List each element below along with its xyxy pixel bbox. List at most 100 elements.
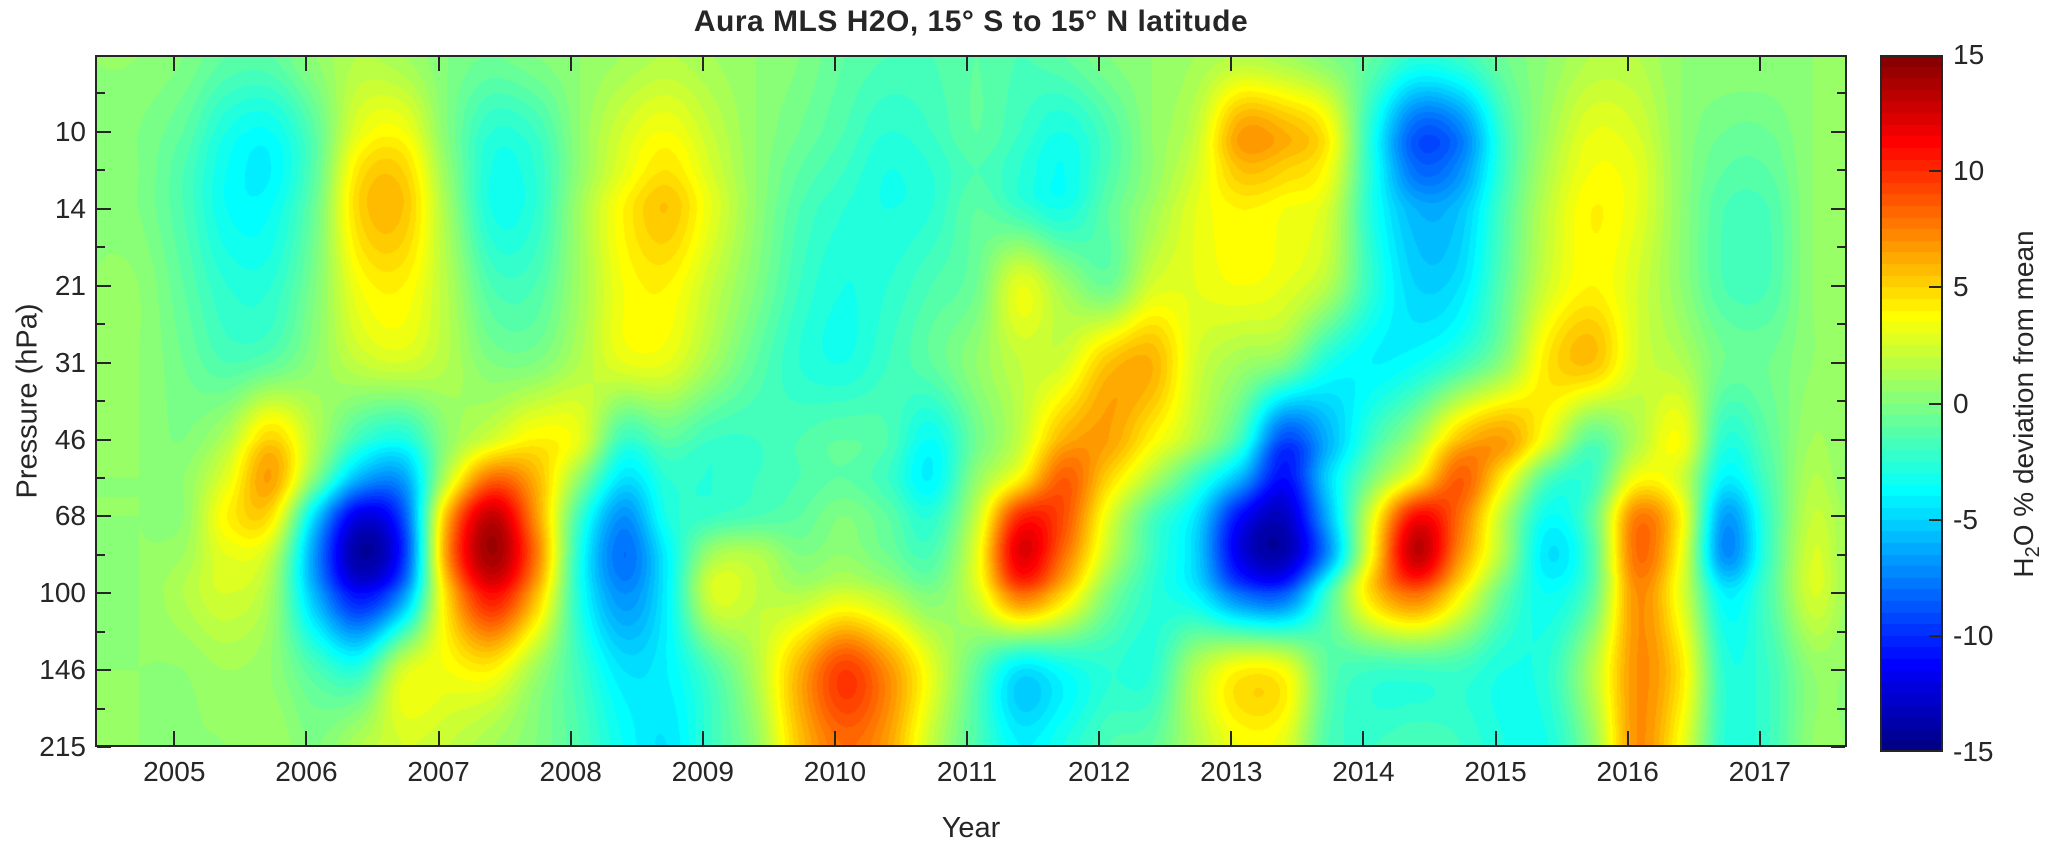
y-tick-label: 10 — [54, 115, 86, 147]
x-tick — [305, 731, 308, 745]
x-tick — [1626, 731, 1629, 745]
x-tick-top — [437, 57, 440, 71]
x-tick — [173, 731, 176, 745]
chart-title: Aura MLS H2O, 15° S to 15° N latitude — [693, 5, 1249, 38]
x-tick-label: 2012 — [1068, 756, 1131, 787]
x-tick-top — [833, 57, 836, 71]
y-minor-tick — [97, 169, 105, 172]
y-minor-tick-right — [1837, 92, 1845, 95]
y-minor-tick-right — [1837, 169, 1845, 172]
y-tick-right — [1831, 515, 1845, 518]
colorbar-label-rest: O % deviation from mean — [2008, 230, 2039, 547]
y-minor-tick — [97, 707, 105, 710]
x-tick-top — [1626, 57, 1629, 71]
y-minor-tick-right — [1837, 707, 1845, 710]
y-tick-right — [1831, 438, 1845, 441]
colorbar-tick — [1929, 634, 1941, 637]
x-tick-top — [1362, 57, 1365, 71]
y-axis-label-text: Pressure (hPa) — [11, 303, 44, 499]
y-axis-label: Pressure (hPa) — [12, 303, 45, 498]
colorbar-tick-label: 5 — [1953, 271, 1969, 303]
y-tick-right — [1831, 284, 1845, 287]
x-tick — [1362, 731, 1365, 745]
y-tick — [97, 130, 111, 133]
x-tick-label: 2017 — [1728, 756, 1791, 787]
y-tick — [97, 669, 111, 672]
y-minor-tick — [97, 630, 105, 633]
x-tick — [966, 731, 969, 745]
x-tick-top — [569, 57, 572, 71]
x-tick-label: 2016 — [1596, 756, 1659, 787]
x-tick — [569, 731, 572, 745]
y-minor-tick-right — [1837, 400, 1845, 403]
y-tick-right — [1831, 207, 1845, 210]
colorbar-axis-label: H2O % deviation from mean — [2008, 230, 2044, 578]
x-tick-top — [1230, 57, 1233, 71]
y-minor-tick-right — [1837, 476, 1845, 479]
y-tick-right — [1831, 669, 1845, 672]
y-tick-right — [1831, 592, 1845, 595]
colorbar-tick — [1929, 402, 1941, 405]
y-tick-label: 146 — [39, 654, 86, 686]
y-tick-label: 31 — [54, 346, 86, 378]
x-tick-label: 2006 — [275, 756, 338, 787]
x-tick-top — [966, 57, 969, 71]
y-minor-tick-right — [1837, 246, 1845, 249]
x-tick — [1230, 731, 1233, 745]
x-tick-top — [701, 57, 704, 71]
y-tick-label: 46 — [54, 423, 86, 455]
y-minor-tick — [97, 246, 105, 249]
y-minor-tick — [97, 553, 105, 556]
y-tick — [97, 438, 111, 441]
colorbar-tick-label: -5 — [1953, 503, 1978, 535]
colorbar-tick-label: -15 — [1953, 736, 1994, 767]
y-tick-label: 14 — [54, 192, 86, 224]
y-minor-tick — [97, 400, 105, 403]
heatmap-canvas — [95, 55, 1847, 747]
y-tick — [97, 515, 111, 518]
x-tick — [833, 731, 836, 745]
y-tick — [97, 592, 111, 595]
y-tick-right — [1831, 746, 1845, 748]
y-minor-tick-right — [1837, 553, 1845, 556]
colorbar-tick — [1929, 170, 1941, 173]
x-tick-label: 2009 — [671, 756, 734, 787]
x-tick-top — [305, 57, 308, 71]
y-tick — [97, 361, 111, 364]
x-tick-label: 2014 — [1332, 756, 1395, 787]
x-tick-label: 2010 — [803, 756, 867, 787]
x-axis-label: Year — [941, 812, 1001, 844]
x-tick-label: 2008 — [539, 756, 602, 787]
colorbar-tick-label: -10 — [1953, 619, 1994, 651]
y-tick-label: 68 — [54, 500, 86, 532]
x-tick-top — [1098, 57, 1101, 71]
y-tick-right — [1831, 130, 1845, 133]
x-tick-label: 2011 — [936, 756, 998, 787]
y-tick-label: 100 — [39, 577, 86, 609]
y-tick-label: 21 — [54, 269, 86, 301]
y-tick — [97, 207, 111, 210]
colorbar-tick — [1929, 286, 1941, 289]
x-tick-top — [173, 57, 176, 71]
colorbar-tick — [1929, 518, 1941, 521]
colorbar-label-h: H — [2008, 557, 2039, 578]
y-tick — [97, 746, 111, 748]
colorbar-tick — [1929, 750, 1941, 752]
y-minor-tick-right — [1837, 323, 1845, 326]
x-tick-label: 2007 — [407, 756, 470, 787]
x-tick — [701, 731, 704, 745]
y-minor-tick — [97, 476, 105, 479]
x-tick — [1098, 731, 1101, 745]
x-tick-label: 2005 — [143, 756, 206, 787]
y-minor-tick — [97, 323, 105, 326]
x-tick-label: 2015 — [1464, 756, 1527, 787]
y-tick-right — [1831, 361, 1845, 364]
colorbar-tick-label: 15 — [1953, 39, 1985, 70]
colorbar-tick-label: 0 — [1953, 387, 1969, 419]
y-tick — [97, 284, 111, 287]
x-tick-top — [1758, 57, 1761, 71]
y-tick-label: 215 — [39, 731, 86, 762]
x-tick — [1494, 731, 1497, 745]
x-tick-label: 2013 — [1200, 756, 1263, 787]
